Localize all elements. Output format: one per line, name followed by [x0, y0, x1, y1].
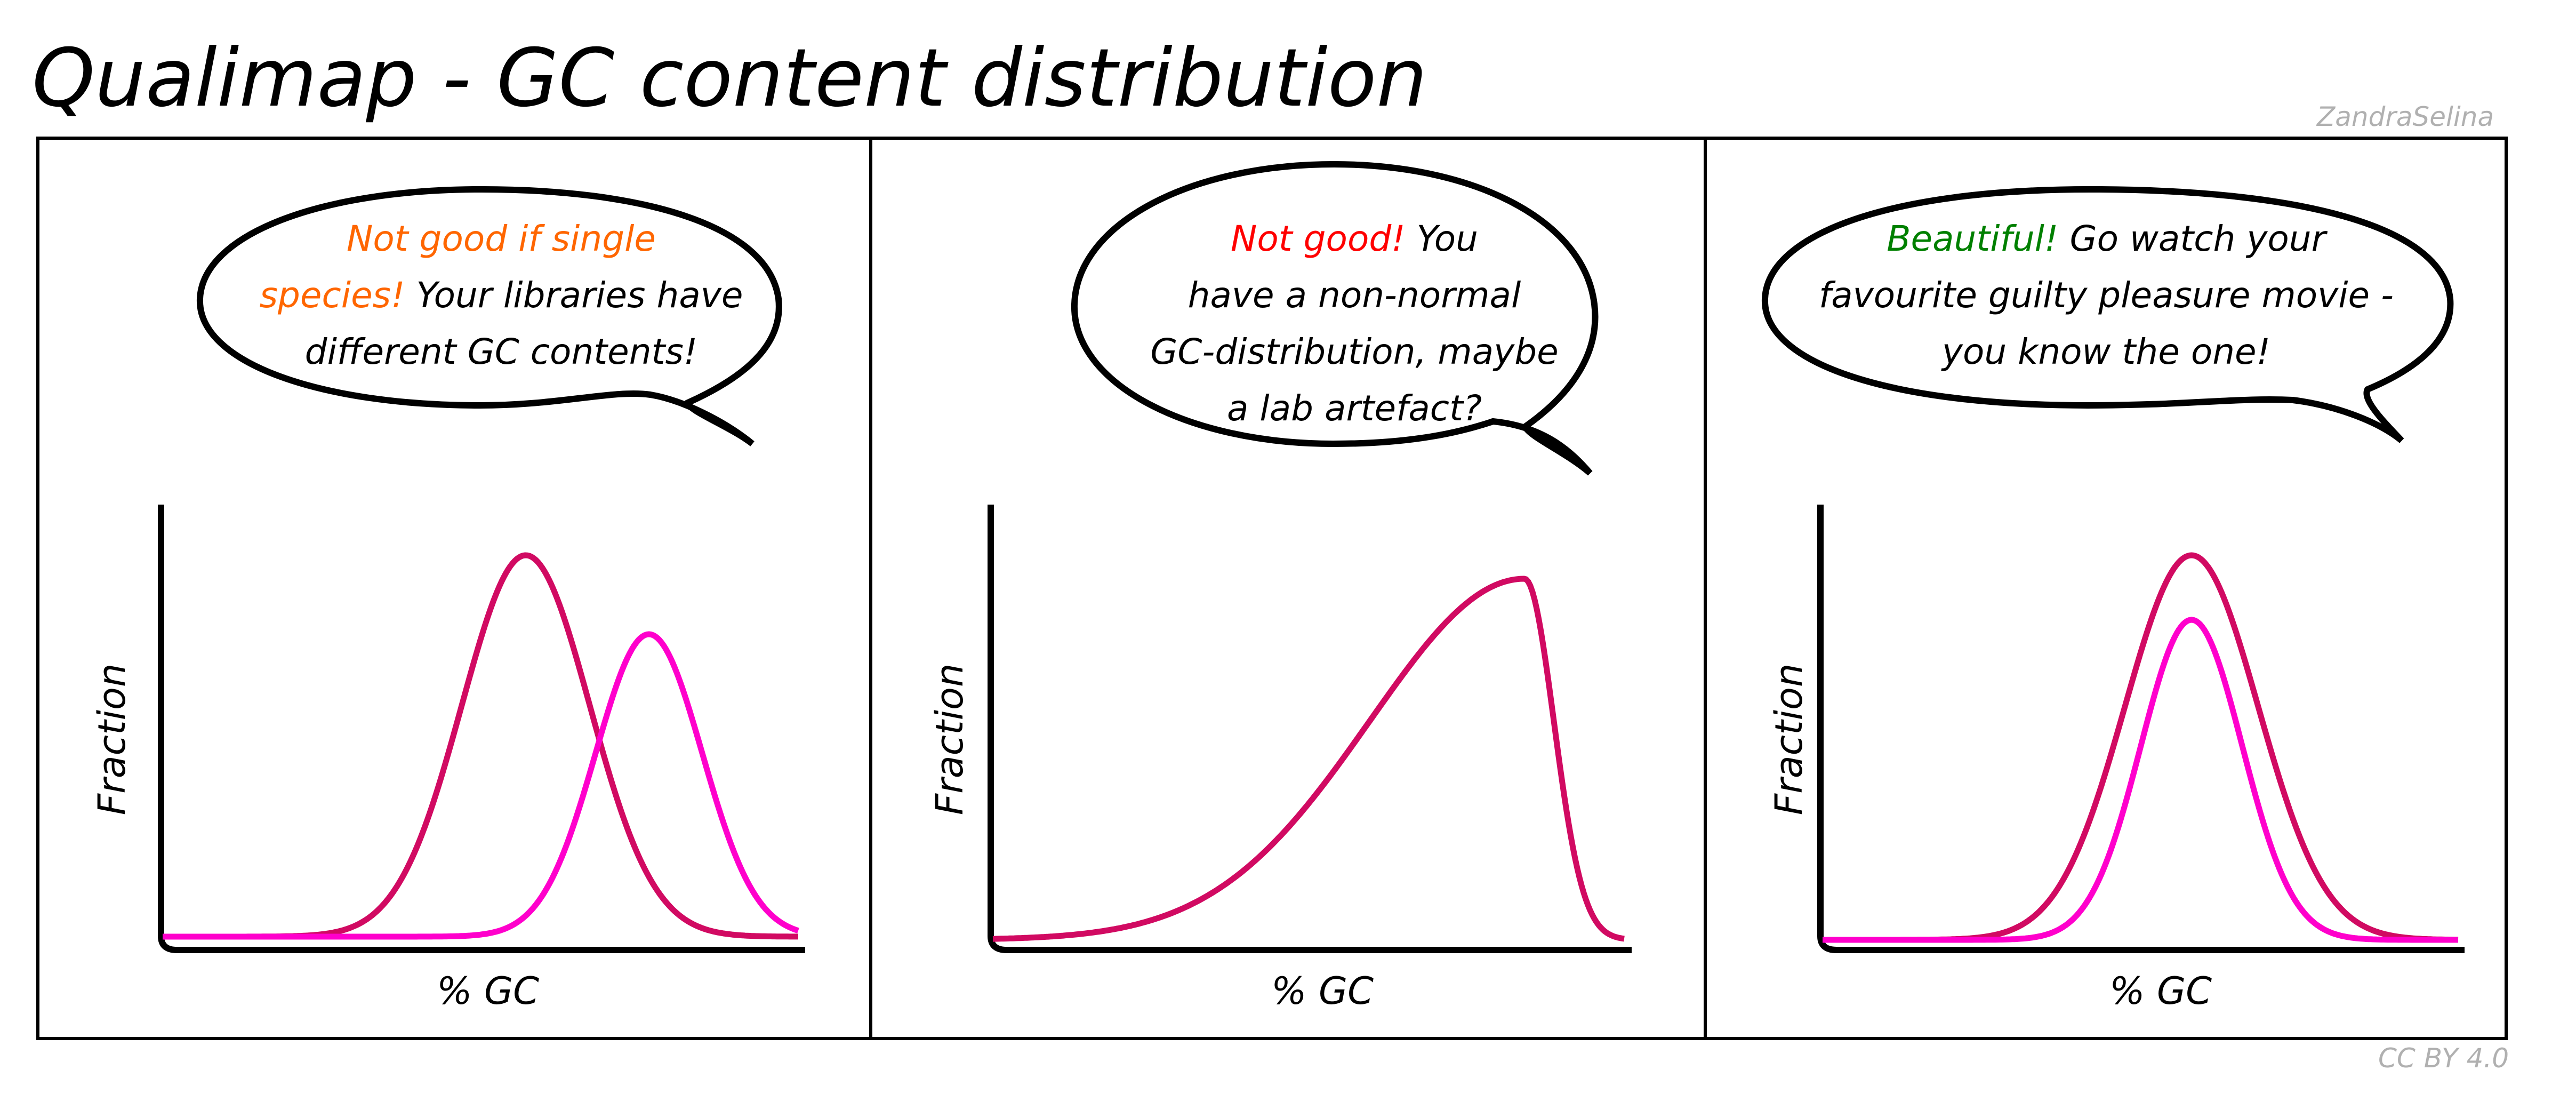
verdict-highlight: Beautiful!: [1887, 218, 2059, 259]
distribution-curve: [162, 631, 799, 940]
speech-line: You: [1405, 218, 1478, 259]
speech-text-panel-1: Not good if single species! Your librari…: [260, 211, 743, 380]
axes: [1817, 505, 2465, 953]
comic-frame: [36, 137, 2508, 1040]
speech-line: Go watch your: [2058, 218, 2326, 259]
x-axis-label: % GC: [1271, 969, 1374, 1013]
speech-line: different GC contents!: [304, 331, 698, 372]
speech-text-panel-3: Beautiful! Go watch your favourite guilt…: [1819, 211, 2394, 380]
x-axis-label: % GC: [437, 969, 539, 1013]
speech-line: a lab artefact?: [1226, 388, 1482, 429]
page-title: Qualimap - GC content distribution: [32, 32, 1427, 125]
speech-bubble: [1071, 161, 1599, 476]
author-credit: ZandraSelina: [2317, 101, 2494, 132]
y-axis-label: Fraction: [1767, 663, 1811, 816]
distribution-curve: [1821, 617, 2459, 943]
speech-line: Your libraries have: [405, 275, 743, 316]
verdict-highlight: species!: [259, 275, 405, 316]
speech-bubble: [196, 186, 782, 446]
license-label: CC BY 4.0: [2378, 1043, 2509, 1074]
axes: [988, 505, 1632, 953]
speech-line: GC-distribution, maybe: [1150, 331, 1559, 372]
speech-bubble: [1761, 186, 2454, 443]
axes: [158, 505, 805, 953]
x-axis-label: % GC: [2109, 969, 2212, 1013]
verdict-highlight: Not good if single: [346, 218, 656, 259]
speech-line: favourite guilty pleasure movie -: [1819, 275, 2394, 316]
distribution-curve: [992, 576, 1625, 942]
speech-line: have a non-normal: [1187, 275, 1521, 316]
y-axis-label: Fraction: [928, 663, 972, 816]
y-axis-label: Fraction: [90, 663, 134, 816]
speech-text-panel-2: Not good! You have a non-normal GC-distr…: [1150, 211, 1558, 437]
speech-line: you know the one!: [1941, 331, 2271, 372]
verdict-highlight: Not good!: [1231, 218, 1406, 259]
